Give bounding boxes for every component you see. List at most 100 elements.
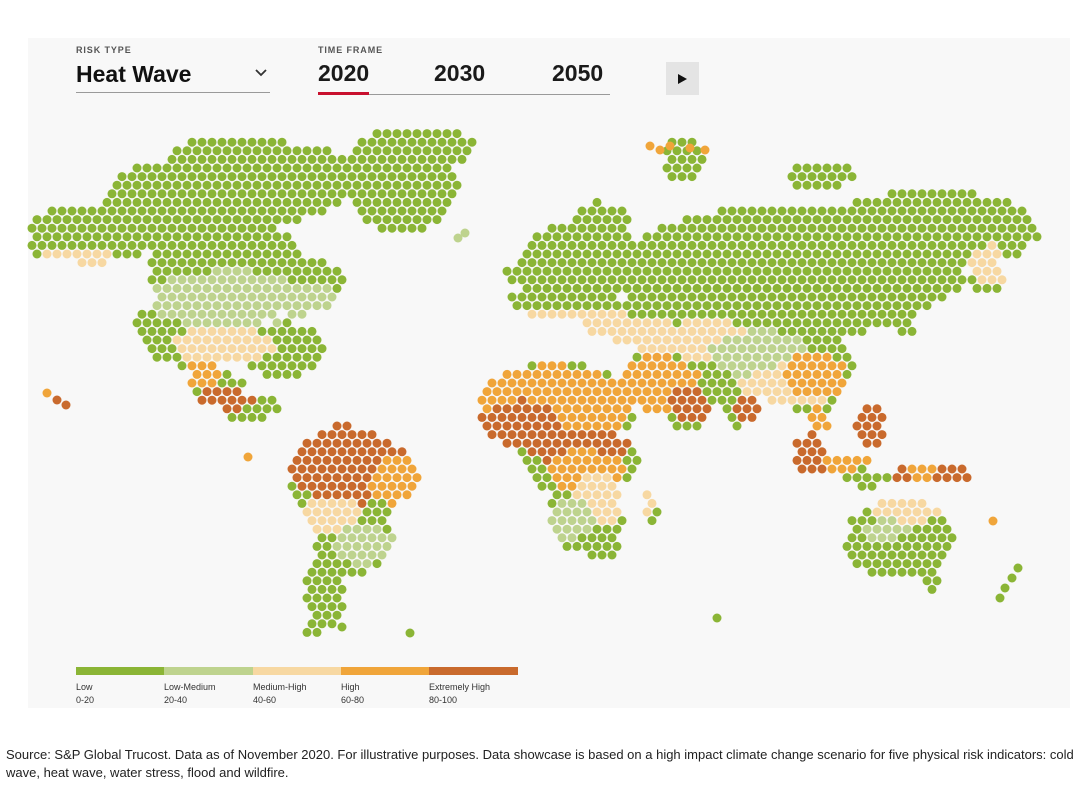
map-hex-cell bbox=[257, 206, 267, 216]
map-hex-cell bbox=[572, 387, 582, 397]
map-hex-cell bbox=[642, 490, 652, 500]
map-hex-cell bbox=[377, 481, 387, 491]
map-hex-cell bbox=[662, 318, 672, 328]
map-hex-cell bbox=[587, 206, 597, 216]
map-hex-cell bbox=[97, 240, 107, 250]
map-hex-cell bbox=[332, 197, 342, 207]
map-hex-cell bbox=[247, 154, 257, 164]
map-hex-cell bbox=[607, 412, 617, 422]
map-hex-cell bbox=[672, 283, 682, 293]
map-hex-cell bbox=[547, 378, 557, 388]
map-hex-cell bbox=[897, 533, 907, 543]
map-hex-cell bbox=[632, 387, 642, 397]
map-hex-cell bbox=[657, 275, 667, 285]
map-hex-cell bbox=[247, 240, 257, 250]
map-hex-cell bbox=[727, 258, 737, 268]
play-button[interactable] bbox=[666, 62, 699, 95]
map-hex-cell bbox=[937, 223, 947, 233]
tab-2050[interactable]: 2050 bbox=[552, 60, 604, 86]
map-hex-cell bbox=[247, 206, 257, 216]
map-hex-cell bbox=[827, 395, 837, 405]
map-hex-cell bbox=[902, 232, 912, 242]
map-hex-cell bbox=[307, 275, 317, 285]
map-hex-cell bbox=[942, 524, 952, 534]
map-hex-cell bbox=[557, 361, 567, 371]
map-hex-cell bbox=[32, 232, 42, 242]
map-hex-cell bbox=[727, 326, 737, 336]
map-hex-cell bbox=[297, 189, 307, 199]
map-hex-cell bbox=[272, 352, 282, 362]
map-hex-cell bbox=[522, 266, 532, 276]
map-hex-cell bbox=[52, 395, 62, 405]
legend-name: Extremely High bbox=[429, 682, 491, 692]
map-hex-cell bbox=[692, 283, 702, 293]
map-hex-cell bbox=[347, 550, 357, 560]
map-hex-cell bbox=[932, 559, 942, 569]
map-hex-cell bbox=[407, 137, 417, 147]
map-hex-cell bbox=[262, 369, 272, 379]
map-hex-cell bbox=[557, 275, 567, 285]
map-hex-cell bbox=[127, 223, 137, 233]
map-hex-cell bbox=[322, 524, 332, 534]
map-hex-cell bbox=[617, 275, 627, 285]
map-hex-cell bbox=[357, 464, 367, 474]
map-hex-cell bbox=[932, 232, 942, 242]
map-hex-cell bbox=[312, 352, 322, 362]
map-hex-cell bbox=[192, 249, 202, 259]
map-hex-cell bbox=[942, 266, 952, 276]
risk-type-dropdown[interactable]: Heat Wave bbox=[76, 58, 270, 93]
map-hex-cell bbox=[982, 215, 992, 225]
map-hex-cell bbox=[582, 473, 592, 483]
map-hex-cell bbox=[522, 455, 532, 465]
map-hex-cell bbox=[387, 206, 397, 216]
map-hex-cell bbox=[282, 232, 292, 242]
map-hex-cell bbox=[167, 309, 177, 319]
map-hex-cell bbox=[197, 206, 207, 216]
map-hex-cell bbox=[842, 232, 852, 242]
map-hex-cell bbox=[582, 232, 592, 242]
tab-2030[interactable]: 2030 bbox=[434, 60, 486, 86]
tab-2020[interactable]: 2020 bbox=[318, 60, 370, 95]
map-hex-cell bbox=[652, 232, 662, 242]
map-hex-cell bbox=[822, 369, 832, 379]
map-hex-cell bbox=[862, 283, 872, 293]
map-hex-cell bbox=[357, 154, 367, 164]
map-hex-cell bbox=[207, 378, 217, 388]
map-hex-cell bbox=[737, 275, 747, 285]
map-hex-cell bbox=[362, 524, 372, 534]
map-hex-cell bbox=[172, 352, 182, 362]
map-hex-cell bbox=[562, 283, 572, 293]
map-hex-cell bbox=[697, 344, 707, 354]
map-hex-cell bbox=[352, 490, 362, 500]
map-hex-cell bbox=[897, 309, 907, 319]
map-hex-cell bbox=[322, 576, 332, 586]
map-hex-cell bbox=[527, 378, 537, 388]
map-hex-cell bbox=[357, 516, 367, 526]
map-hex-cell bbox=[582, 404, 592, 414]
map-hex-cell bbox=[332, 541, 342, 551]
map-hex-cell bbox=[627, 447, 637, 457]
map-hex-cell bbox=[202, 318, 212, 328]
map-hex-cell bbox=[327, 516, 337, 526]
map-hex-cell bbox=[297, 361, 307, 371]
map-hex-cell bbox=[282, 301, 292, 311]
map-hex-cell bbox=[292, 455, 302, 465]
map-hex-cell bbox=[672, 421, 682, 431]
map-hex-cell bbox=[872, 421, 882, 431]
map-hex-cell bbox=[757, 258, 767, 268]
map-hex-cell bbox=[707, 344, 717, 354]
map-hex-cell bbox=[357, 172, 367, 182]
map-hex-cell bbox=[577, 533, 587, 543]
map-hex-cell bbox=[932, 473, 942, 483]
map-hex-cell bbox=[827, 464, 837, 474]
map-hex-cell bbox=[837, 464, 847, 474]
map-hex-cell bbox=[847, 464, 857, 474]
map-hex-cell bbox=[977, 240, 987, 250]
map-hex-cell bbox=[677, 137, 687, 147]
map-hex-cell bbox=[637, 258, 647, 268]
map-hex-cell bbox=[812, 421, 822, 431]
map-hex-cell bbox=[687, 223, 697, 233]
map-hex-cell bbox=[222, 335, 232, 345]
map-hex-cell bbox=[807, 275, 817, 285]
map-hex-cell bbox=[267, 292, 277, 302]
